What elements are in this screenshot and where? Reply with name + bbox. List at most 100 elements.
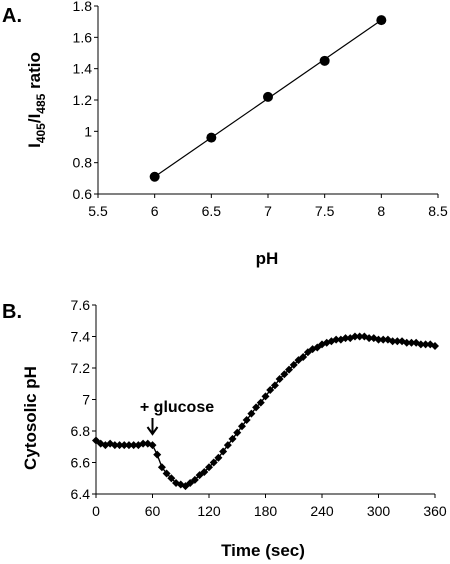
panel-a-x-axis-title: pH [256, 249, 279, 268]
x-tick-label: 120 [197, 503, 221, 519]
panel-b-label: B. [2, 301, 22, 323]
y-tick-label: 7 [82, 392, 90, 408]
x-tick-label: 240 [310, 503, 334, 519]
data-point [148, 441, 157, 450]
data-point [421, 340, 430, 349]
panel-a-y-ticks: 0.6 0.8 1 1.2 1.4 1.6 1.8 [73, 0, 98, 202]
data-point [110, 441, 119, 450]
data-point [402, 338, 411, 347]
data-point [332, 335, 341, 344]
data-point [379, 335, 388, 344]
panel-a-x-ticks: 5.5 6 6.5 7 7.5 8 8.5 [88, 194, 448, 219]
data-point [219, 447, 228, 456]
data-point [299, 352, 308, 361]
data-point [120, 441, 129, 450]
panel-b-points [92, 332, 439, 491]
y-title-i: I [25, 143, 44, 148]
panel-b-x-axis-title: Time (sec) [221, 541, 305, 560]
data-point [289, 360, 298, 369]
data-point [228, 434, 237, 443]
x-tick-label: 60 [145, 503, 161, 519]
y-title-ratio: ratio [25, 52, 44, 94]
data-point [139, 439, 148, 448]
data-point [115, 441, 124, 450]
x-tick-label: 180 [254, 503, 278, 519]
data-point [376, 15, 387, 26]
glucose-arrow-icon [146, 418, 159, 436]
x-tick-label: 0 [92, 503, 100, 519]
y-tick-label: 1.8 [73, 0, 93, 14]
data-point [374, 335, 383, 344]
data-point [388, 337, 397, 346]
x-tick-label: 5.5 [88, 203, 108, 219]
y-title-slash-i: /I [25, 114, 44, 123]
x-tick-label: 300 [367, 503, 391, 519]
y-tick-label: 0.6 [73, 186, 93, 202]
x-tick-label: 6.5 [202, 203, 222, 219]
x-tick-label: 8.5 [428, 203, 448, 219]
y-tick-label: 1 [84, 123, 92, 139]
panel-a-points [149, 15, 387, 182]
x-tick-label: 360 [423, 503, 447, 519]
y-tick-label: 7.6 [71, 297, 91, 313]
y-tick-label: 1.4 [73, 61, 93, 77]
y-tick-label: 6.4 [71, 486, 91, 502]
data-point [355, 332, 364, 341]
data-point [252, 403, 261, 412]
data-point [149, 171, 160, 182]
data-point [256, 398, 265, 407]
data-point [285, 365, 294, 374]
data-point [350, 332, 359, 341]
data-point [270, 381, 279, 390]
data-point [365, 334, 374, 343]
data-point [162, 469, 171, 478]
panel-b-y-axis-title: Cytosolic pH [21, 366, 40, 470]
data-point [214, 453, 223, 462]
y-title-sub-405: 405 [34, 123, 48, 143]
data-point [223, 441, 232, 450]
data-point [209, 458, 218, 467]
glucose-annotation: + glucose [140, 399, 214, 416]
y-tick-label: 6.6 [71, 455, 91, 471]
panel-a: A. 0.6 0.8 1 1.2 1.4 1.6 1.8 5.5 6 6.5 7 7.5 8 8.5 p… [2, 0, 448, 268]
x-tick-label: 7 [264, 203, 272, 219]
x-tick-label: 7.5 [315, 203, 335, 219]
data-point [275, 375, 284, 384]
panel-a-label: A. [2, 5, 22, 27]
y-title-sub-485: 485 [34, 93, 48, 113]
data-point [129, 441, 138, 450]
data-point [206, 132, 217, 143]
data-point [247, 409, 256, 418]
y-tick-label: 0.8 [73, 155, 93, 171]
data-point [237, 422, 246, 431]
y-tick-label: 1.6 [73, 29, 93, 45]
panel-b-y-ticks: 6.4 6.6 6.8 7 7.2 7.4 7.6 [71, 297, 96, 502]
data-point [200, 467, 209, 476]
data-point [205, 463, 213, 472]
data-point [407, 338, 416, 347]
data-point [266, 386, 275, 395]
data-point [261, 392, 270, 401]
data-point [167, 474, 176, 483]
panel-b-x-ticks: 0 60 120 180 240 300 360 [92, 494, 447, 519]
data-point [190, 475, 199, 484]
x-tick-label: 8 [377, 203, 385, 219]
panel-a-y-axis-title: I405/I485 ratio [25, 52, 48, 148]
data-point [157, 463, 166, 472]
y-tick-label: 1.2 [73, 92, 93, 108]
data-point [319, 55, 330, 66]
data-point [280, 370, 289, 379]
data-point [124, 441, 133, 450]
panel-b: B. 6.4 6.6 6.8 7 7.2 7.4 7.6 0 60 120 180 240 300 36… [2, 297, 447, 560]
y-tick-label: 7.2 [71, 360, 91, 376]
data-point [341, 334, 350, 343]
y-tick-label: 6.8 [71, 423, 91, 439]
y-tick-label: 7.4 [71, 329, 91, 345]
data-point [263, 91, 273, 102]
data-point [242, 415, 251, 424]
data-point [153, 450, 162, 459]
data-point [431, 341, 439, 350]
arrow-head [146, 426, 159, 436]
data-point [233, 428, 242, 437]
